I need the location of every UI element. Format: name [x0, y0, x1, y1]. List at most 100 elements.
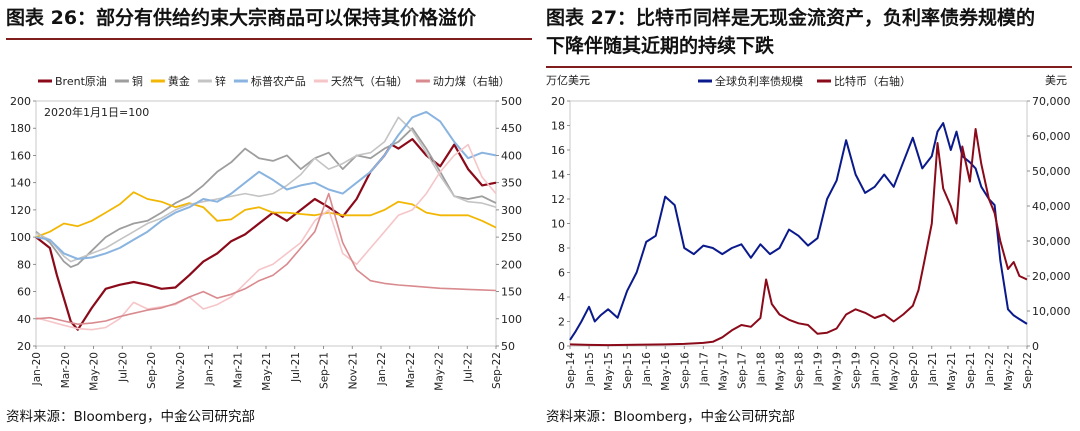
y-right-tick-label: 150 [501, 286, 522, 299]
x-tick-label: Jan-18 [755, 352, 767, 386]
y-left-tick-label: 80 [17, 258, 31, 271]
x-tick-label: Jul-22 [462, 352, 474, 383]
series-line-0 [569, 122, 1028, 341]
series-line-4 [35, 110, 497, 260]
x-tick-label: Sep-22 [491, 352, 503, 389]
y-right-tick-label: 10,000 [1032, 305, 1071, 318]
x-tick-label: Sep-15 [622, 352, 634, 389]
x-tick-label: May-15 [603, 352, 615, 391]
x-tick-label: Jan-20 [31, 352, 43, 386]
x-tick-label: Sep-18 [794, 352, 806, 389]
chart-annotation: 2020年1月1日=100 [44, 105, 149, 119]
y-right-tick-label: 0 [1032, 340, 1039, 353]
y-left-tick-label: 20 [17, 340, 31, 353]
x-tick-label: May-17 [717, 352, 729, 391]
y-left-tick-label: 12 [551, 193, 565, 206]
x-tick-label: Jul-20 [117, 352, 129, 383]
x-tick-label: Sep-21 [319, 352, 331, 389]
series-line-6 [35, 192, 497, 326]
x-tick-label: Mar-21 [232, 352, 244, 388]
x-tick-label: Jan-22 [376, 352, 388, 386]
y-left-tick-label: 16 [551, 144, 565, 157]
legend-label-0: Brent原油 [55, 74, 107, 88]
y-right-tick-label: 60,000 [1032, 130, 1071, 143]
legend-label-3: 锌 [215, 74, 226, 88]
x-tick-label: Sep-14 [565, 352, 577, 389]
series-line-5 [35, 143, 497, 331]
y-left-tick-label: 18 [551, 120, 565, 133]
series-line-0 [35, 138, 497, 331]
y-right-tick-label: 200 [501, 258, 522, 271]
y-right-tick-label: 20,000 [1032, 270, 1071, 283]
y-right-tick-label: 50,000 [1032, 165, 1071, 178]
y-right-tick-label: 450 [501, 122, 522, 135]
x-tick-label: May-18 [774, 352, 786, 391]
legend-label-0: 全球负利率债规模 [715, 74, 803, 88]
y-left-tick-label: 140 [10, 177, 31, 190]
x-tick-label: May-16 [660, 352, 672, 391]
y-left-tick-label: 200 [10, 95, 31, 108]
title-divider [546, 66, 1072, 68]
y-right-tick-label: 100 [501, 313, 522, 326]
y-right-tick-label: 350 [501, 177, 522, 190]
x-tick-label: Sep-17 [736, 352, 748, 389]
y-right-tick-label: 300 [501, 204, 522, 217]
x-tick-label: Jan-17 [698, 352, 710, 386]
left-chart-panel: 图表 26：部分有供给约束大宗商品可以保持其价格溢价 20 40 60 80 100 12… [6, 7, 532, 425]
x-tick-label: Sep-20 [146, 352, 158, 389]
y-right-unit: 美元 [1045, 74, 1067, 87]
y-left-tick-label: 60 [17, 286, 31, 299]
chart-source: 资料来源：Bloomberg，中金公司研究部 [6, 409, 255, 425]
title-divider [6, 38, 532, 40]
y-left-tick-label: 120 [10, 204, 31, 217]
plot-area [35, 100, 497, 347]
series-line-1 [569, 128, 1028, 347]
legend-label-1: 铜 [132, 74, 143, 88]
x-tick-label: May-22 [434, 352, 446, 391]
x-tick-label: Sep-16 [679, 352, 691, 389]
x-tick-label: Jan-20 [870, 352, 882, 386]
chart-title: 图表 27：比特币同样是无现金流资产，负利率债券规模的 下降伴随其近期的持续下跌 [546, 4, 1074, 60]
x-tick-label: Nov-21 [347, 352, 359, 389]
x-tick-label: May-21 [946, 352, 958, 391]
x-tick-label: Sep-21 [965, 352, 977, 389]
x-tick-label: May-20 [889, 352, 901, 391]
chart-title-line1: 图表 27：比特币同样是无现金流资产，负利率债券规模的 [546, 7, 1036, 29]
x-tick-label: Sep-20 [908, 352, 920, 389]
chart-title: 图表 26：部分有供给约束大宗商品可以保持其价格溢价 [6, 7, 477, 29]
left-chart-svg: 20 40 60 80 100 120 140 160 180 200 50 100 150 200 250… [10, 74, 522, 391]
legend-label-4: 标普农产品 [251, 74, 306, 88]
legend-label-1: 比特币（右轴） [834, 74, 911, 88]
legend-label-5: 天然气（右轴） [331, 74, 408, 88]
x-tick-label: Sep-22 [1022, 352, 1034, 389]
y-left-tick-label: 0 [558, 340, 565, 353]
right-chart-panel: 图表 27：比特币同样是无现金流资产，负利率债券规模的 下降伴随其近期的持续下跌… [540, 0, 1080, 431]
y-right-tick-label: 70,000 [1032, 95, 1071, 108]
y-right-tick-label: 500 [501, 95, 522, 108]
y-left-tick-label: 4 [558, 291, 565, 304]
x-tick-label: Mar-22 [405, 352, 417, 388]
x-tick-label: Jan-21 [204, 352, 216, 386]
y-right-tick-label: 400 [501, 149, 522, 162]
series-line-3 [35, 116, 497, 263]
y-left-unit: 万亿美元 [546, 74, 590, 87]
chart-title-line2: 下降伴随其近期的持续下跌 [546, 35, 775, 57]
x-tick-label: Jan-19 [813, 352, 825, 386]
legend-label-2: 黄金 [168, 74, 190, 88]
x-tick-label: May-20 [89, 352, 101, 391]
y-left-tick-label: 40 [17, 313, 31, 326]
y-left-tick-label: 2 [558, 316, 565, 329]
x-tick-label: Jul-21 [290, 352, 302, 383]
series-line-1 [35, 127, 497, 269]
y-right-tick-label: 250 [501, 231, 522, 244]
y-right-tick-label: 40,000 [1032, 200, 1071, 213]
y-left-tick-label: 6 [558, 267, 565, 280]
legend-label-6: 动力煤（右轴） [433, 74, 510, 88]
x-tick-label: Jan-15 [584, 352, 596, 386]
y-right-tick-label: 30,000 [1032, 235, 1071, 248]
x-tick-label: May-19 [832, 352, 844, 391]
y-left-tick-label: 180 [10, 122, 31, 135]
y-left-tick-label: 100 [10, 231, 31, 244]
x-tick-label: Jan-16 [641, 352, 653, 387]
chart-source: 资料来源：Bloomberg，中金公司研究部 [546, 409, 795, 425]
